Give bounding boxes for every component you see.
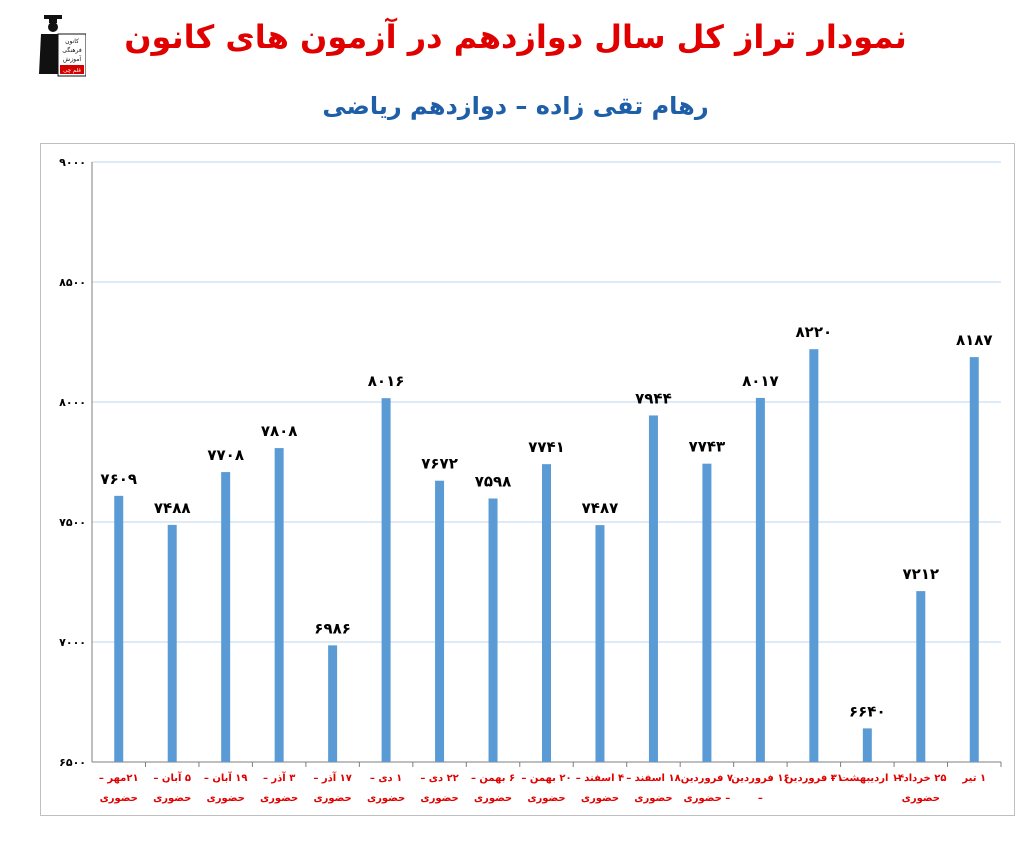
data-label: ۷۹۴۴: [635, 389, 672, 407]
bar: [114, 495, 124, 762]
data-label: ۷۴۸۷: [582, 499, 619, 517]
data-label: ۷۷۰۸: [207, 446, 244, 464]
x-tick-label: ۱۴ اردیبهشت –: [830, 773, 904, 784]
y-tick-label: ۷۵۰۰: [59, 516, 86, 529]
x-tick-label: ۲۵ خرداد –: [895, 773, 946, 784]
logo-text-1: کانون: [65, 38, 79, 45]
x-tick-label: ۷ فروردین: [681, 773, 733, 784]
x-tick-label: حضوری: [902, 793, 940, 804]
data-label: ۸۲۲۰: [796, 323, 833, 341]
y-tick-label: ۷۰۰۰: [59, 636, 86, 649]
x-tick-label: حضوری: [153, 793, 191, 804]
data-label: ۸۰۱۷: [742, 372, 779, 390]
bar: [381, 398, 391, 762]
logo-text-4: قلم چی: [63, 68, 81, 74]
x-tick-label: حضوری: [527, 793, 565, 804]
data-label: ۷۲۱۲: [902, 565, 939, 583]
bar-chart: ۶۵۰۰ ۷۰۰۰ ۷۵۰۰ ۸۰۰۰ ۸۵۰۰ ۹۰۰۰ ۷۶۰۹ ۲۱مهر – حضوری…: [59, 156, 1002, 804]
x-tick-label: ۵ آبان –: [153, 771, 191, 784]
bar: [969, 357, 979, 762]
x-tick-label: حضوری: [313, 793, 351, 804]
y-tick-label: ۸۰۰۰: [59, 396, 86, 409]
bar: [435, 480, 445, 762]
x-tick-label: ۲۰ بهمن –: [521, 773, 571, 784]
data-label: ۷۷۴۳: [689, 438, 726, 456]
logo-cap-base: [49, 19, 57, 23]
bar: [221, 472, 231, 762]
bar: [328, 645, 338, 762]
x-tick-label: ۳ آذر –: [263, 771, 295, 784]
x-tick-label: ۲۱مهر –: [99, 773, 139, 784]
data-label: ۷۸۰۸: [261, 422, 298, 440]
data-label: ۷۶۷۲: [421, 455, 458, 473]
x-tick-label: – حضوری: [684, 793, 731, 804]
bar: [648, 415, 658, 762]
data-label: ۶۶۴۰: [849, 702, 886, 720]
data-label: ۷۴۸۸: [154, 499, 191, 517]
data-label: ۷۵۹۸: [475, 472, 512, 490]
x-tick-label: ۱ دی –: [370, 773, 402, 784]
x-tick-label: حضوری: [420, 793, 458, 804]
data-label: ۶۹۸۶: [314, 619, 351, 637]
x-tick-label: حضوری: [581, 793, 619, 804]
x-tick-label: ۶ بهمن –: [471, 773, 515, 784]
data-label: ۷۷۴۱: [528, 438, 565, 456]
x-tick-label: ۴ اسفند –: [576, 773, 624, 784]
bar: [862, 728, 872, 762]
x-tick-label: ۳۱ فروردین: [785, 773, 843, 784]
x-tick-label: –: [758, 793, 763, 804]
x-tick-label: ۱۹ آبان –: [204, 771, 248, 784]
bar: [167, 524, 177, 762]
chart-frame: ۶۵۰۰ ۷۰۰۰ ۷۵۰۰ ۸۰۰۰ ۸۵۰۰ ۹۰۰۰ ۷۶۰۹ ۲۱مهر – حضوری…: [40, 143, 1015, 816]
y-tick-label: ۶۵۰۰: [59, 756, 86, 769]
x-tick-label: حضوری: [634, 793, 672, 804]
logo-cap-top: [44, 15, 62, 19]
page-subtitle: رهام تقی زاده – دوازدهم ریاضی: [322, 92, 709, 120]
x-tick-label: ۲۲ دی –: [420, 773, 458, 784]
logo-text-3: آموزش: [63, 54, 82, 63]
x-tick-label: ۱ تیر: [961, 773, 986, 784]
kanoon-logo: کانون فرهنگی آموزش قلم چی: [39, 15, 86, 77]
logo-red-stripe: [60, 65, 84, 74]
logo-head: [48, 22, 58, 32]
bar: [274, 448, 284, 762]
page-title: نمودار تراز کل سال دوازدهم در آزمون های …: [124, 18, 907, 56]
bar: [916, 591, 926, 762]
bar: [755, 397, 765, 762]
y-tick-label: ۹۰۰۰: [59, 156, 86, 169]
x-tick-label: حضوری: [207, 793, 245, 804]
x-tick-label: حضوری: [100, 793, 138, 804]
bar: [488, 498, 498, 762]
x-tick-label: ۱۷ آذر –: [313, 771, 352, 784]
bar: [809, 349, 819, 762]
x-tick-label: ۱۶ فروردین: [731, 773, 789, 784]
x-tick-label: حضوری: [474, 793, 512, 804]
bar: [542, 464, 551, 762]
data-label: ۸۱۸۷: [956, 331, 993, 349]
x-tick-label: حضوری: [367, 793, 405, 804]
bar: [595, 525, 605, 762]
y-tick-label: ۸۵۰۰: [59, 276, 86, 289]
logo-text-2: فرهنگی: [62, 46, 82, 54]
data-label: ۸۰۱۶: [368, 372, 405, 390]
x-tick-label: ۱۸ اسفند –: [626, 773, 681, 784]
x-tick-label: حضوری: [260, 793, 298, 804]
data-label: ۷۶۰۹: [100, 470, 137, 488]
bar: [702, 463, 712, 762]
